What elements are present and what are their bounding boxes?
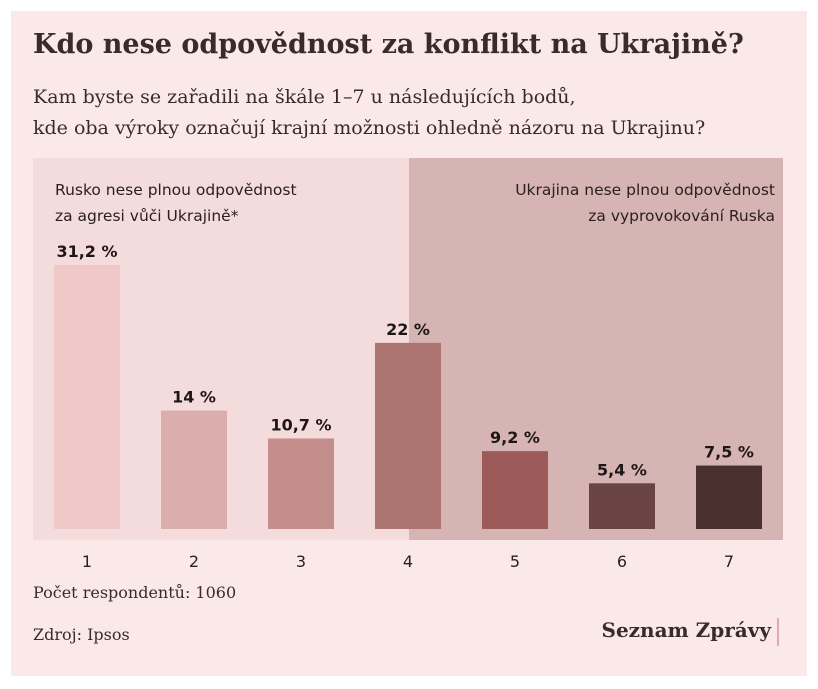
bar-value-label-4: 22 % (386, 320, 430, 339)
bar-7 (696, 465, 762, 529)
bar-value-label-5: 9,2 % (490, 428, 540, 447)
subtitle-line-1: Kam byste se zařadili na škále 1–7 u nás… (33, 86, 576, 108)
page-title: Kdo nese odpovědnost za konflikt na Ukra… (33, 29, 744, 60)
brand-logo: Seznam Zprávy (601, 618, 771, 642)
x-tick-label-7: 7 (724, 552, 734, 571)
bar-3 (268, 438, 334, 529)
x-tick-label-6: 6 (617, 552, 627, 571)
chart-card: Kdo nese odpovědnost za konflikt na Ukra… (11, 11, 807, 676)
right-panel-label: Ukrajina nese plnou odpovědnost za vypro… (515, 177, 775, 229)
x-tick-label-5: 5 (510, 552, 520, 571)
source-note: Zdroj: Ipsos (33, 625, 130, 644)
left-panel-label: Rusko nese plnou odpovědnost za agresi v… (55, 177, 297, 229)
left-label-line-1: Rusko nese plnou odpovědnost (55, 181, 297, 199)
bar-value-label-6: 5,4 % (597, 460, 647, 479)
bar-6 (589, 483, 655, 529)
bar-5 (482, 451, 548, 529)
subtitle-line-2: kde oba výroky označují krajní možnosti … (33, 117, 706, 139)
bar-value-label-2: 14 % (172, 388, 216, 407)
bar-value-label-7: 7,5 % (704, 443, 754, 462)
bar-4 (375, 342, 441, 529)
x-tick-label-2: 2 (189, 552, 199, 571)
x-tick-label-4: 4 (403, 552, 413, 571)
respondents-note: Počet respondentů: 1060 (33, 583, 237, 602)
bar-chart: 31,2 % 1 14 % 2 10,7 % 3 22 % 4 9,2 % 5 5,4 % 6 7,5 … (54, 242, 762, 571)
right-label-line-2: za vyprovokování Ruska (588, 207, 775, 225)
bar-2 (161, 410, 227, 529)
right-label-line-1: Ukrajina nese plnou odpovědnost (515, 181, 775, 199)
brand-accent-bar (777, 618, 779, 646)
bar-value-label-1: 31,2 % (56, 242, 117, 261)
x-tick-label-3: 3 (296, 552, 306, 571)
left-label-line-2: za agresi vůči Ukrajině* (55, 207, 239, 225)
bar-value-label-3: 10,7 % (270, 415, 331, 434)
bar-1 (54, 265, 120, 529)
x-tick-label-1: 1 (82, 552, 92, 571)
